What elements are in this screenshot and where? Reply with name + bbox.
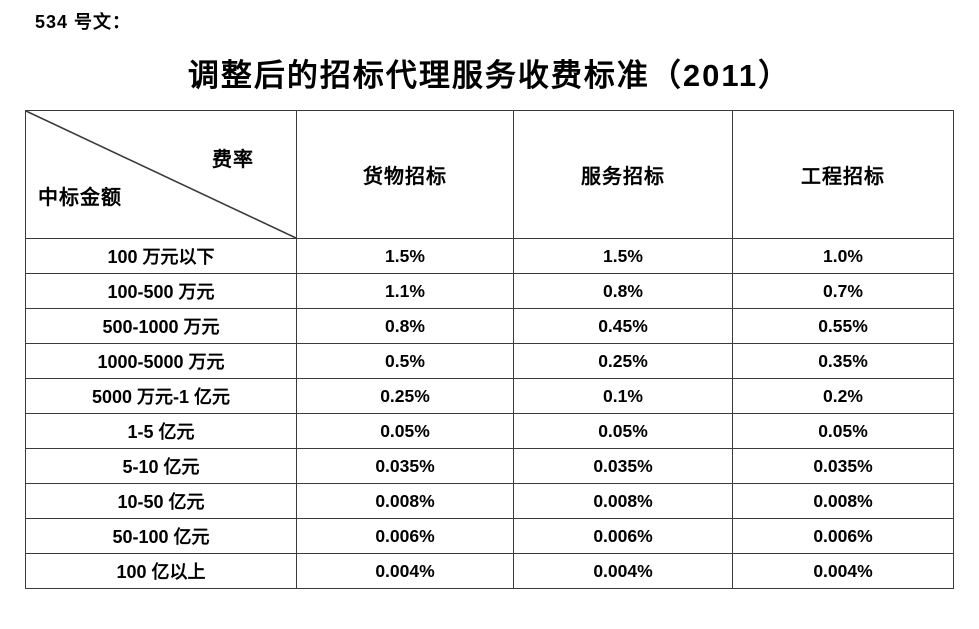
rate-cell: 0.05% [732, 413, 954, 449]
rate-cell: 1.1% [296, 273, 514, 309]
rate-cell: 0.45% [513, 308, 733, 344]
rate-cell: 1.5% [296, 238, 514, 274]
table-row: 1000-5000 万元 0.5% 0.25% 0.35% [25, 343, 954, 379]
column-header-goods-bidding: 货物招标 [296, 110, 514, 239]
row-label: 1000-5000 万元 [25, 343, 297, 379]
diagonal-divider [26, 111, 296, 238]
page-title: 调整后的招标代理服务收费标准（2011） [187, 58, 792, 93]
rate-cell: 0.8% [513, 273, 733, 309]
row-label: 100 万元以下 [25, 238, 297, 274]
row-label: 5000 万元-1 亿元 [25, 378, 297, 414]
rate-cell: 0.35% [732, 343, 954, 379]
rate-cell: 0.035% [513, 448, 733, 484]
rate-cell: 0.25% [296, 378, 514, 414]
row-label: 1-5 亿元 [25, 413, 297, 449]
rate-cell: 0.05% [296, 413, 514, 449]
rate-cell: 0.2% [732, 378, 954, 414]
rate-cell: 0.004% [732, 553, 954, 589]
rate-cell: 0.8% [296, 308, 514, 344]
rate-cell: 0.55% [732, 308, 954, 344]
table-row: 500-1000 万元 0.8% 0.45% 0.55% [25, 308, 954, 344]
row-label: 500-1000 万元 [25, 308, 297, 344]
corner-label-bid-amount: 中标金额 [38, 187, 122, 209]
table-row: 5-10 亿元 0.035% 0.035% 0.035% [25, 448, 954, 484]
column-header-service-bidding: 服务招标 [513, 110, 733, 239]
table-row: 1-5 亿元 0.05% 0.05% 0.05% [25, 413, 954, 449]
row-label: 50-100 亿元 [25, 518, 297, 554]
rate-cell: 0.7% [732, 273, 954, 309]
table-row: 5000 万元-1 亿元 0.25% 0.1% 0.2% [25, 378, 954, 414]
row-label: 5-10 亿元 [25, 448, 297, 484]
rate-cell: 1.0% [732, 238, 954, 274]
row-label: 100-500 万元 [25, 273, 297, 309]
row-label: 100 亿以上 [25, 553, 297, 589]
rate-cell: 0.008% [296, 483, 514, 519]
rate-cell: 0.006% [732, 518, 954, 554]
corner-label-fee-rate: 费率 [212, 149, 254, 171]
fee-rate-table: 费率 中标金额 货物招标 服务招标 工程招标 100 万元以下 1.5% 1.5… [25, 110, 954, 589]
rate-cell: 0.004% [513, 553, 733, 589]
corner-header-cell: 费率 中标金额 [25, 110, 297, 239]
rate-cell: 0.035% [296, 448, 514, 484]
rate-cell: 0.008% [732, 483, 954, 519]
table-row: 50-100 亿元 0.006% 0.006% 0.006% [25, 518, 954, 554]
rate-cell: 0.25% [513, 343, 733, 379]
rate-cell: 0.004% [296, 553, 514, 589]
table-row: 10-50 亿元 0.008% 0.008% 0.008% [25, 483, 954, 519]
row-label: 10-50 亿元 [25, 483, 297, 519]
column-header-engineering-bidding: 工程招标 [732, 110, 954, 239]
table-row: 100-500 万元 1.1% 0.8% 0.7% [25, 273, 954, 309]
rate-cell: 0.1% [513, 378, 733, 414]
rate-cell: 0.008% [513, 483, 733, 519]
rate-cell: 1.5% [513, 238, 733, 274]
table-row: 100 亿以上 0.004% 0.004% 0.004% [25, 553, 954, 589]
table-row: 100 万元以下 1.5% 1.5% 1.0% [25, 238, 954, 274]
rate-cell: 0.5% [296, 343, 514, 379]
rate-cell: 0.035% [732, 448, 954, 484]
rate-cell: 0.006% [296, 518, 514, 554]
header-row: 费率 中标金额 货物招标 服务招标 工程招标 [25, 110, 954, 239]
rate-cell: 0.05% [513, 413, 733, 449]
rate-cell: 0.006% [513, 518, 733, 554]
doc-number: 534 号文： [35, 12, 132, 32]
